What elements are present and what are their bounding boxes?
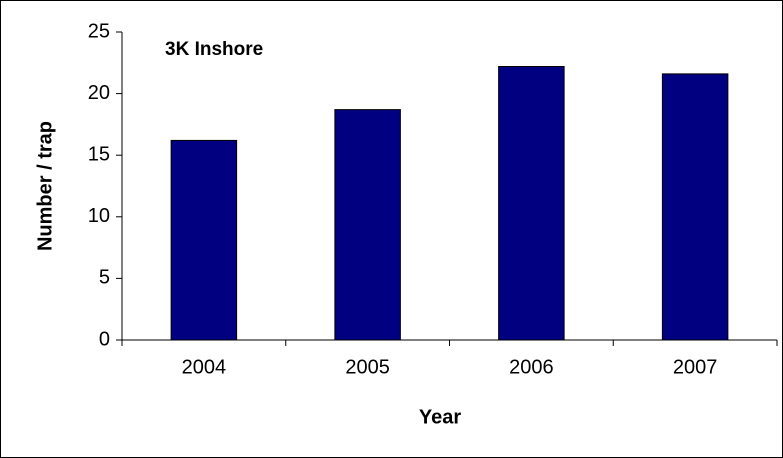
bar <box>334 109 401 341</box>
x-tick-label: 2004 <box>182 356 227 378</box>
y-tick-label: 5 <box>99 267 110 289</box>
y-tick-label: 10 <box>88 205 110 227</box>
bar <box>170 139 238 341</box>
y-tick-label: 0 <box>99 328 110 350</box>
x-axis-label: Year <box>419 406 461 428</box>
chart-title: 3K Inshore <box>165 39 263 60</box>
y-tick-label: 15 <box>88 143 110 165</box>
y-tick-label: 25 <box>88 20 110 42</box>
x-tick-label: 2007 <box>673 356 718 378</box>
x-tick-label: 2006 <box>509 356 554 378</box>
x-tick-label: 2005 <box>345 356 390 378</box>
y-tick-label: 20 <box>88 82 110 104</box>
y-axis-label: Number / trap <box>34 121 56 251</box>
bar <box>661 73 729 341</box>
bar <box>498 65 565 341</box>
